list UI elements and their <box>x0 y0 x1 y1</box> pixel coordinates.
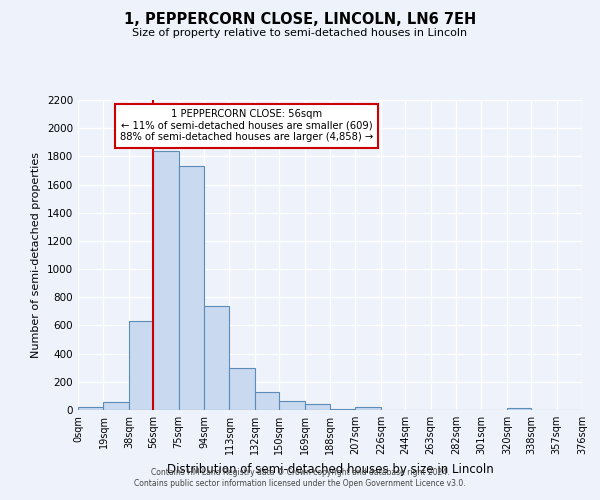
Y-axis label: Number of semi-detached properties: Number of semi-detached properties <box>31 152 41 358</box>
X-axis label: Distribution of semi-detached houses by size in Lincoln: Distribution of semi-detached houses by … <box>167 462 493 475</box>
Bar <box>78 407 103 410</box>
Text: Size of property relative to semi-detached houses in Lincoln: Size of property relative to semi-detach… <box>133 28 467 38</box>
Bar <box>355 407 381 410</box>
Bar <box>305 404 330 410</box>
Bar <box>279 401 305 410</box>
Bar <box>179 166 204 410</box>
Bar <box>153 150 179 410</box>
Bar <box>507 408 531 410</box>
Text: Contains HM Land Registry data © Crown copyright and database right 2024.
Contai: Contains HM Land Registry data © Crown c… <box>134 468 466 487</box>
Text: 1 PEPPERCORN CLOSE: 56sqm
← 11% of semi-detached houses are smaller (609)
88% of: 1 PEPPERCORN CLOSE: 56sqm ← 11% of semi-… <box>120 110 373 142</box>
Bar <box>129 321 153 410</box>
Text: 1, PEPPERCORN CLOSE, LINCOLN, LN6 7EH: 1, PEPPERCORN CLOSE, LINCOLN, LN6 7EH <box>124 12 476 28</box>
Bar <box>204 306 229 410</box>
Bar <box>229 368 255 410</box>
Bar <box>103 402 129 410</box>
Bar <box>255 392 279 410</box>
